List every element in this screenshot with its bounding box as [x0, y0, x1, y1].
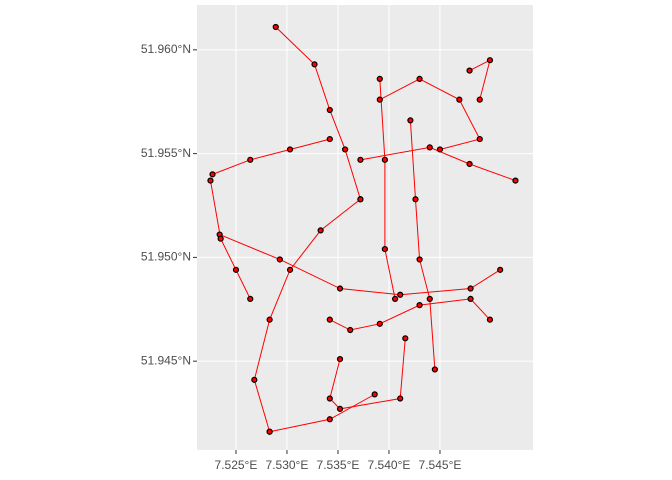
- node: [342, 146, 349, 153]
- node: [466, 160, 473, 168]
- node: [416, 256, 423, 263]
- node: [391, 295, 399, 302]
- node: [209, 171, 216, 178]
- road: [219, 234, 501, 296]
- x-tick-label: 7.535°E: [317, 458, 360, 472]
- node: [381, 156, 388, 163]
- road: [209, 180, 251, 300]
- node: [397, 395, 404, 402]
- node: [467, 285, 474, 292]
- node: [326, 316, 333, 323]
- road: [360, 146, 516, 182]
- node: [431, 366, 438, 373]
- node: [381, 245, 388, 253]
- node: [486, 57, 494, 64]
- node: [416, 302, 423, 309]
- node: [402, 335, 409, 342]
- node: [326, 395, 333, 402]
- y-tick-label: 51.955°N: [141, 146, 191, 160]
- node: [272, 23, 279, 31]
- node: [317, 227, 324, 234]
- node: [407, 117, 414, 124]
- node: [336, 405, 344, 413]
- x-tick-label: 7.525°E: [215, 458, 258, 472]
- node: [376, 96, 383, 103]
- node: [426, 144, 433, 151]
- node: [376, 320, 383, 327]
- node: [207, 177, 214, 184]
- node: [347, 326, 354, 334]
- node: [286, 266, 294, 273]
- node: [476, 96, 483, 103]
- node: [476, 135, 483, 143]
- x-tick-label: 7.530°E: [266, 458, 309, 472]
- y-tick-label: 51.950°N: [141, 250, 191, 264]
- x-tick-label: 7.545°E: [419, 458, 462, 472]
- node: [436, 146, 444, 153]
- node: [397, 291, 404, 298]
- node: [247, 295, 254, 302]
- node: [456, 96, 463, 103]
- node: [311, 61, 318, 68]
- node: [336, 355, 344, 363]
- node: [232, 266, 240, 273]
- x-tick-label: 7.540°E: [368, 458, 411, 472]
- y-tick-label: 51.960°N: [141, 42, 191, 56]
- node: [486, 316, 494, 323]
- node: [276, 256, 283, 263]
- node: [326, 135, 333, 143]
- road: [212, 138, 330, 175]
- node: [357, 196, 364, 203]
- node: [336, 285, 344, 292]
- node: [326, 416, 333, 423]
- node: [326, 106, 333, 114]
- node: [512, 177, 519, 184]
- node: [371, 391, 378, 398]
- node: [357, 156, 364, 163]
- y-tick-label: 51.945°N: [141, 353, 191, 367]
- road: [253, 198, 361, 432]
- node: [286, 146, 294, 153]
- road: [329, 298, 491, 331]
- node: [251, 376, 258, 383]
- panel: [197, 5, 533, 450]
- node: [467, 295, 474, 302]
- node: [466, 67, 473, 74]
- node: [266, 316, 273, 323]
- node: [376, 75, 383, 82]
- node: [247, 156, 254, 163]
- node: [416, 75, 423, 82]
- node: [266, 428, 273, 435]
- road: [379, 78, 396, 299]
- node: [426, 295, 433, 302]
- node: [412, 196, 419, 203]
- node: [497, 266, 504, 273]
- node: [217, 235, 224, 242]
